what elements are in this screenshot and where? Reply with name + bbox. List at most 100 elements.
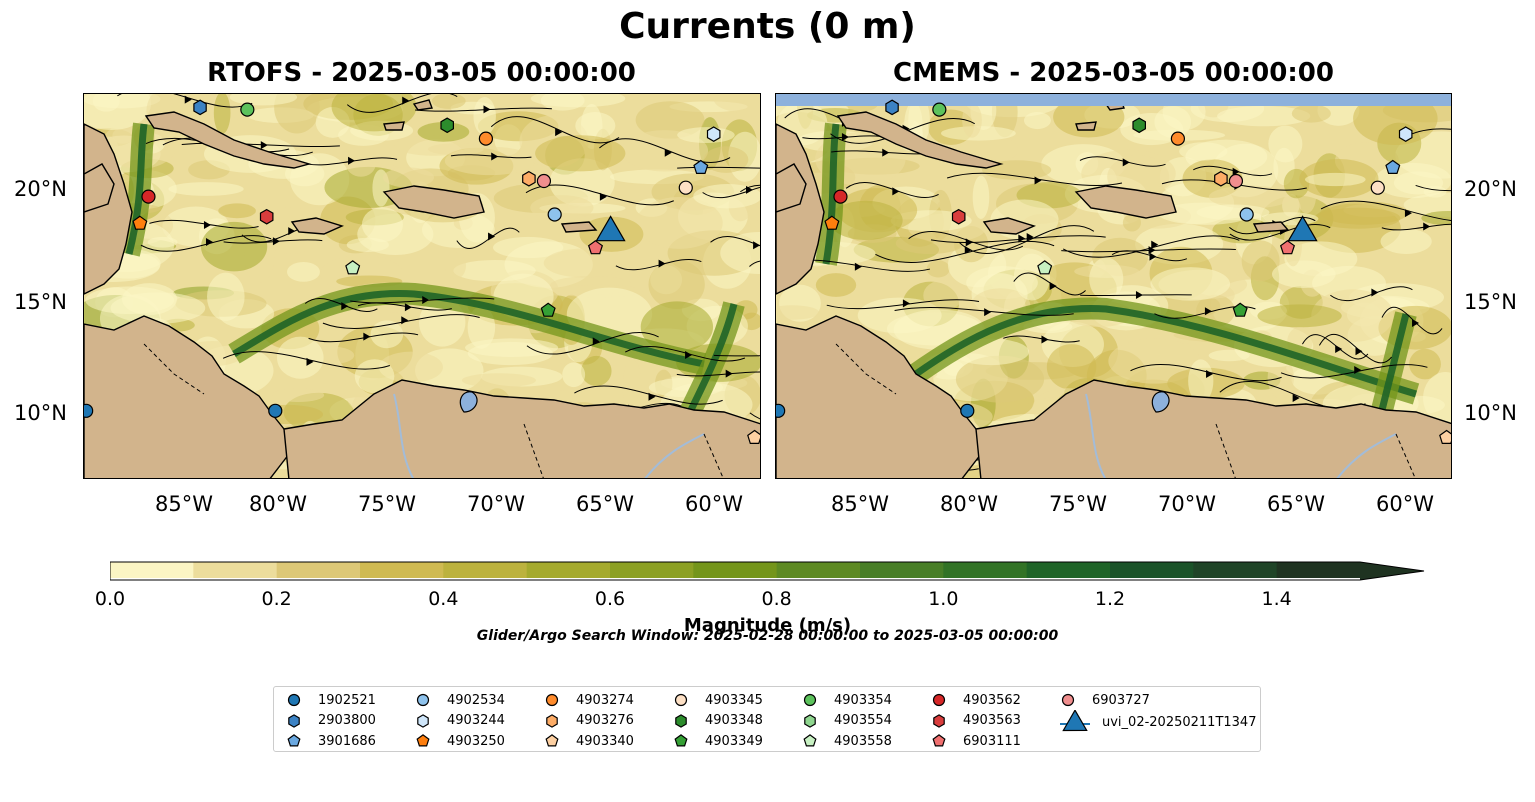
- legend-item-uvi_02-20250211T1347: uvi_02-20250211T1347: [1058, 709, 1256, 732]
- float-marker-4903250-cmems-6[interactable]: [824, 215, 840, 230]
- lon-tick-rtofs-75w: 75°W: [358, 492, 416, 516]
- float-marker-4903354-cmems-13[interactable]: [932, 102, 947, 117]
- legend-marker-shape-icon: [1061, 693, 1075, 707]
- legend-marker-circle-icon: [545, 693, 559, 707]
- legend-marker-circle-icon: [803, 693, 817, 707]
- legend-label: 4903562: [963, 692, 1021, 708]
- legend-label: 4903345: [705, 692, 763, 708]
- float-marker-6903727-rtofs-18[interactable]: [536, 173, 552, 189]
- float-marker-1902521-cmems-0[interactable]: [776, 403, 786, 418]
- legend-item-4903348: 4903348: [671, 712, 763, 730]
- colorbar-tick-label: 0.6: [594, 588, 626, 610]
- float-marker-4903562-rtofs-15[interactable]: [141, 189, 156, 204]
- float-marker-4903345-rtofs-10[interactable]: [678, 180, 693, 195]
- float-marker-4903244-rtofs-5[interactable]: [706, 126, 721, 142]
- legend-marker-pentagon-icon: [416, 734, 430, 747]
- legend-label: 2903800: [318, 713, 376, 728]
- legend-item-4903250: 4903250: [413, 732, 505, 750]
- float-marker-3901686-cmems-3[interactable]: [1385, 159, 1401, 175]
- colorbar-segment: [1276, 562, 1361, 578]
- legend-label: 4903250: [447, 733, 505, 749]
- float-marker-6903111-cmems-17[interactable]: [1279, 240, 1296, 255]
- panel-title-rtofs: RTOFS - 2025-03-05 00:00:00: [207, 58, 636, 88]
- legend-item-4903276: 4903276: [542, 712, 634, 730]
- float-marker-6903111-rtofs-17[interactable]: [587, 240, 604, 255]
- float-marker-4903348-rtofs-11[interactable]: [440, 117, 454, 134]
- colorbar-segment: [1026, 562, 1111, 578]
- legend-item-4903340: 4903340: [542, 732, 634, 750]
- float-marker-4903340-cmems-9[interactable]: [1439, 429, 1452, 444]
- colorbar-segment: [110, 562, 194, 578]
- float-marker-4903562-cmems-15[interactable]: [833, 189, 848, 204]
- legend-marker-shape-icon: [674, 693, 688, 707]
- float-marker-4903340-rtofs-9[interactable]: [747, 429, 761, 444]
- legend-marker-shape-icon: [287, 693, 301, 707]
- legend-glider-triangle-icon: [1062, 709, 1088, 731]
- float-marker-2903800-rtofs-2[interactable]: [193, 99, 207, 116]
- float-marker-4902534-rtofs-4[interactable]: [547, 207, 562, 222]
- legend-label: 1902521: [318, 692, 376, 708]
- float-marker-4903349-rtofs-12[interactable]: [540, 302, 556, 317]
- float-marker-3901686-rtofs-3[interactable]: [693, 159, 709, 175]
- float-marker-4903244-cmems-5[interactable]: [1398, 126, 1413, 142]
- legend-marker-shape-icon: [675, 713, 687, 728]
- float-marker-4902534-cmems-4[interactable]: [1239, 207, 1254, 222]
- float-marker-4903558-rtofs-14[interactable]: [345, 260, 361, 275]
- colorbar-segment: [1193, 562, 1278, 578]
- float-marker-4903354-rtofs-13[interactable]: [240, 102, 255, 117]
- float-marker-4903276-cmems-8[interactable]: [1214, 170, 1228, 187]
- colorbar-segment: [526, 562, 611, 578]
- search-window-text: Glider/Argo Search Window: 2025-02-28 00…: [476, 628, 1059, 644]
- float-marker-4903563-rtofs-16[interactable]: [259, 208, 274, 225]
- legend-label: 4903348: [705, 713, 763, 728]
- legend-marker-circle-icon: [932, 693, 946, 707]
- glider-marker-rtofs[interactable]: [595, 215, 626, 242]
- float-marker-4903276-rtofs-8[interactable]: [522, 170, 536, 187]
- colorbar-tick-label: 1.2: [1094, 588, 1126, 610]
- colorbar-segment: [276, 562, 361, 578]
- float-marker-4903274-rtofs-7[interactable]: [478, 131, 494, 146]
- legend-label: 4903554: [834, 713, 892, 728]
- colorbar-tick-label: 0.4: [428, 588, 459, 610]
- float-marker-1902521-rtofs-0[interactable]: [84, 403, 94, 418]
- legend-marker-hexagon-icon: [417, 713, 429, 728]
- legend-item-4903274: 4903274: [542, 691, 634, 709]
- colorbar-segment: [193, 562, 278, 578]
- float-marker-1902521-cmems-1[interactable]: [960, 403, 975, 418]
- legend-item-6903727: 6903727: [1058, 691, 1150, 709]
- legend-marker-shape-icon: [287, 734, 301, 747]
- glider-marker-cmems[interactable]: [1287, 215, 1318, 242]
- float-marker-4903250-rtofs-6[interactable]: [132, 215, 148, 230]
- float-marker-4903558-cmems-14[interactable]: [1037, 260, 1053, 275]
- legend-item-4903563: 4903563: [929, 712, 1021, 730]
- legend-marker-circle-icon: [1061, 693, 1075, 707]
- float-marker-4903345-cmems-10[interactable]: [1370, 180, 1385, 195]
- float-marker-4903348-cmems-11[interactable]: [1132, 117, 1146, 134]
- float-marker-4903563-cmems-16[interactable]: [951, 208, 966, 225]
- colorbar-segment: [610, 562, 694, 578]
- float-marker-1902521-rtofs-1[interactable]: [268, 403, 283, 418]
- float-marker-4903349-cmems-12[interactable]: [1232, 302, 1248, 317]
- legend-marker-shape-icon: [933, 713, 945, 728]
- legend-label: 4903354: [834, 692, 892, 708]
- lon-tick-rtofs-60w: 60°W: [685, 492, 743, 516]
- legend-item-4903244: 4903244: [413, 712, 505, 730]
- lat-tick-right-10n: 10°N: [1464, 401, 1517, 425]
- colorbar-tick-label: 0.2: [261, 588, 292, 610]
- legend-marker-shape-icon: [417, 713, 429, 728]
- legend-marker-shape-icon: [416, 734, 430, 747]
- float-marker-2903800-cmems-2[interactable]: [885, 99, 899, 116]
- map-panel-rtofs[interactable]: [83, 93, 761, 479]
- legend-marker-shape-icon: [932, 734, 946, 747]
- float-marker-6903727-cmems-18[interactable]: [1228, 173, 1244, 189]
- lon-tick-cmems-80w: 80°W: [940, 492, 998, 516]
- legend-item-4903345: 4903345: [671, 691, 763, 709]
- colorbar-segment: [360, 562, 444, 578]
- legend-label: 6903111: [963, 733, 1021, 749]
- legend-item-4903558: 4903558: [800, 732, 892, 750]
- colorbar-label: Magnitude (m/s): [683, 615, 852, 636]
- legend-marker-hexagon-icon: [675, 713, 687, 728]
- map-panel-cmems[interactable]: [775, 93, 1452, 479]
- legend-marker-circle-icon: [287, 693, 301, 707]
- float-marker-4903274-cmems-7[interactable]: [1170, 131, 1186, 146]
